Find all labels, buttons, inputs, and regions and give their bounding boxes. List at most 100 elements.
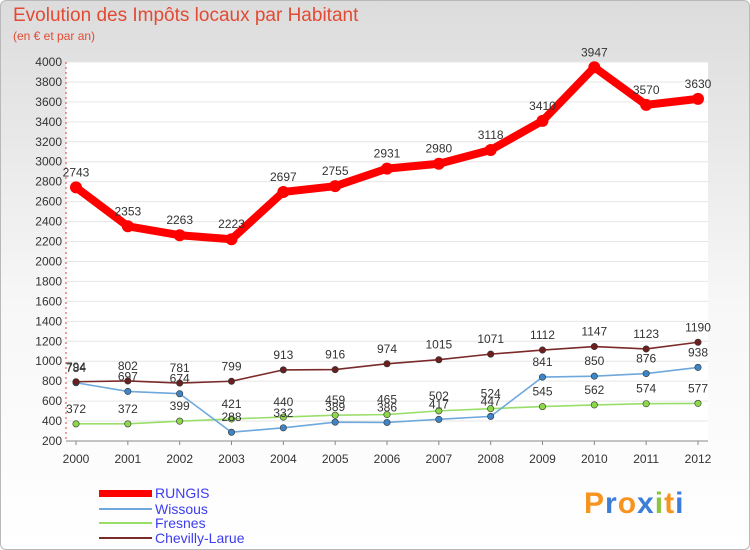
data-point <box>642 400 650 408</box>
data-label: 574 <box>636 382 656 396</box>
data-label: 913 <box>273 348 293 362</box>
data-point <box>642 370 650 378</box>
x-tick-label: 2008 <box>477 452 504 466</box>
y-tick-label: 200 <box>42 434 62 448</box>
plot-area <box>66 62 708 441</box>
data-point <box>435 407 443 415</box>
y-tick-label: 800 <box>42 374 62 388</box>
data-point <box>694 338 702 346</box>
y-tick-label: 2600 <box>35 195 62 209</box>
y-tick-label: 2000 <box>35 254 62 268</box>
data-point <box>228 428 236 436</box>
x-tick-label: 2006 <box>374 452 401 466</box>
data-point <box>279 366 287 374</box>
data-label: 372 <box>118 402 138 416</box>
data-label: 784 <box>66 361 86 375</box>
x-tick-label: 2000 <box>63 452 90 466</box>
legend-item-rungis: RUNGIS <box>99 485 209 501</box>
data-label: 372 <box>66 402 86 416</box>
x-tick-label: 2002 <box>166 452 193 466</box>
data-label: 781 <box>170 361 190 375</box>
data-point <box>538 373 546 381</box>
logo-letter: i <box>654 487 665 520</box>
data-label: 389 <box>325 400 345 414</box>
y-tick-label: 2800 <box>35 175 62 189</box>
data-point <box>590 372 598 380</box>
legend-label-wissous: Wissous <box>155 501 208 517</box>
legend-item-fresnes: Fresnes <box>99 515 206 531</box>
data-label: 524 <box>481 387 501 401</box>
logo-letter: x <box>637 487 655 520</box>
data-label: 697 <box>118 369 138 383</box>
data-point <box>279 424 287 432</box>
data-point <box>331 418 339 426</box>
y-tick-label: 3600 <box>35 95 62 109</box>
data-point <box>277 185 290 198</box>
x-tick-label: 2003 <box>218 452 245 466</box>
data-point <box>279 413 287 421</box>
data-label: 2353 <box>114 204 141 218</box>
data-point <box>124 420 132 428</box>
data-label: 502 <box>429 389 449 403</box>
y-tick-label: 2200 <box>35 235 62 249</box>
data-label: 799 <box>221 359 241 373</box>
y-tick-label: 3400 <box>35 115 62 129</box>
legend-item-wissous: Wissous <box>99 501 208 517</box>
data-label: 3947 <box>581 45 608 59</box>
data-label: 938 <box>688 345 708 359</box>
data-point <box>484 143 497 156</box>
data-label: 1071 <box>477 332 504 346</box>
logo-letter: t <box>664 487 676 520</box>
logo-letter: r <box>605 487 618 520</box>
y-tick-label: 2400 <box>35 215 62 229</box>
y-tick-label: 1000 <box>35 354 62 368</box>
data-point <box>72 420 80 428</box>
y-tick-label: 3800 <box>35 75 62 89</box>
y-tick-label: 1400 <box>35 314 62 328</box>
data-label: 2743 <box>63 165 90 179</box>
logo-letter: P <box>584 487 606 520</box>
data-label: 386 <box>377 400 397 414</box>
data-point <box>331 411 339 419</box>
y-tick-label: 600 <box>42 394 62 408</box>
data-point <box>70 181 82 194</box>
data-point <box>225 233 238 246</box>
data-label: 288 <box>221 410 241 424</box>
data-label: 332 <box>273 406 293 420</box>
data-label: 1112 <box>530 328 555 342</box>
data-point <box>72 378 80 386</box>
data-label: 2980 <box>425 142 452 156</box>
data-point <box>590 343 598 351</box>
y-tick-label: 1600 <box>35 294 62 308</box>
data-point <box>536 114 549 127</box>
data-label: 850 <box>584 354 604 368</box>
data-point <box>176 379 184 387</box>
data-label: 916 <box>325 348 345 362</box>
data-point <box>383 418 391 426</box>
data-point <box>588 61 601 74</box>
x-tick-label: 2005 <box>322 452 349 466</box>
data-point <box>432 157 445 170</box>
data-point <box>173 229 186 242</box>
data-label: 2263 <box>166 213 193 227</box>
x-tick-label: 2007 <box>425 452 452 466</box>
data-point <box>642 345 650 353</box>
legend-swatch-wissous <box>99 508 152 510</box>
data-label: 802 <box>118 359 138 373</box>
data-label: 2931 <box>374 147 401 161</box>
legend-label-fresnes: Fresnes <box>155 515 206 531</box>
data-point <box>694 363 702 371</box>
y-tick-label: 3000 <box>35 155 62 169</box>
chart-title: Evolution des Impôts locaux par Habitant <box>13 5 359 26</box>
data-point <box>383 411 391 419</box>
data-point <box>176 417 184 425</box>
data-point <box>228 377 236 385</box>
data-point <box>331 366 339 374</box>
data-point <box>692 92 704 105</box>
data-point <box>538 346 546 354</box>
x-tick-label: 2012 <box>685 452 712 466</box>
data-label: 545 <box>532 385 552 399</box>
y-tick-label: 4000 <box>35 55 62 69</box>
data-label: 465 <box>377 393 397 407</box>
logo-letter: o <box>617 487 638 520</box>
